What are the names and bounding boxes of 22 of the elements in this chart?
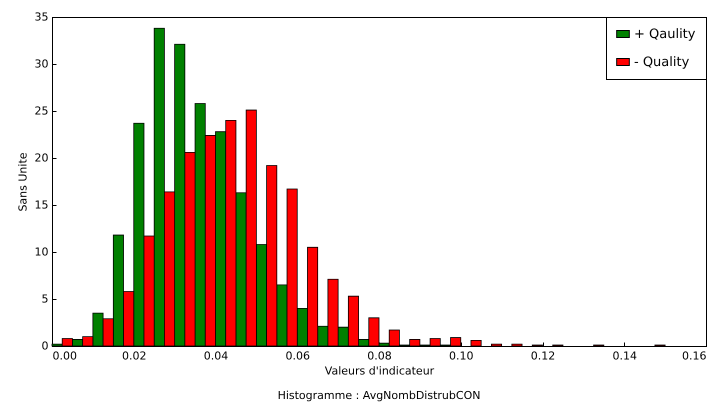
y-axis-title: Sans Unite: [16, 152, 30, 212]
x-tick-label: 0.14: [612, 350, 637, 362]
y-tick-label: 35: [34, 10, 48, 24]
legend-label: - Quality: [634, 55, 690, 70]
text: Histogramme : AvgNombDistrubCON: [278, 389, 480, 402]
x-tick-label: 0.16: [682, 350, 706, 362]
y-tick-label: 30: [34, 58, 48, 70]
x-tick-label: 0.12: [530, 350, 556, 362]
x-tick-label: 0.00: [52, 350, 77, 362]
y-tick-label: 0: [42, 340, 48, 352]
legend-label: + Qaulity: [634, 27, 696, 42]
y-tick-label: 10: [34, 246, 48, 258]
y-tick-label: 5: [42, 292, 48, 306]
x-tick-label: 0.04: [204, 350, 228, 362]
x-tick-label: 0.08: [367, 350, 392, 362]
x-tick-label: 0.10: [449, 350, 474, 362]
x-axis-title: Valeurs d'indicateur: [324, 364, 435, 378]
x-tick-label: 0.06: [286, 350, 310, 362]
x-tick-label: 0.02: [122, 350, 146, 362]
y-tick-label: 15: [34, 198, 48, 212]
y-tick-label: 25: [34, 104, 48, 118]
y-tick-label: 20: [34, 152, 48, 164]
